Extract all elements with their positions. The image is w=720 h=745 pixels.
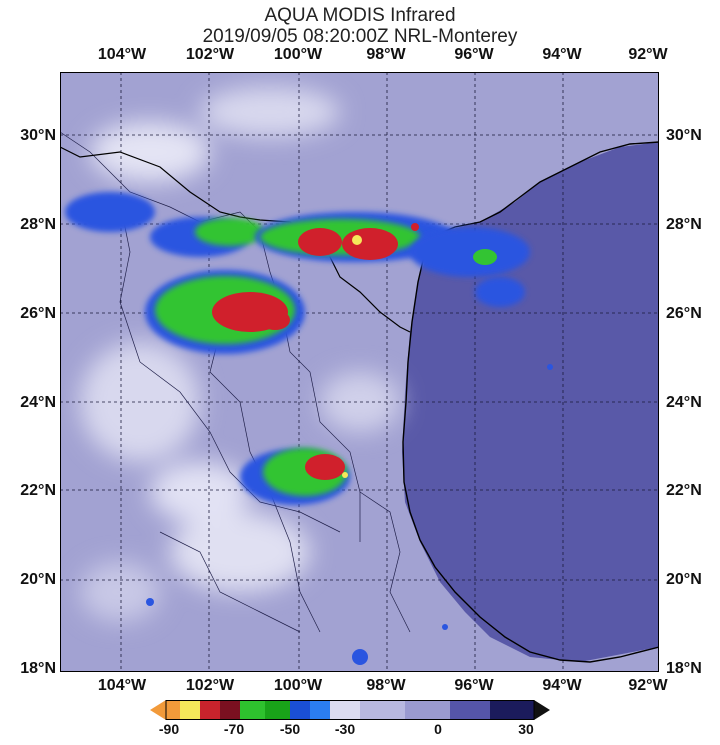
lat-label-right: 22°N: [666, 482, 702, 499]
lon-label-top: 104°W: [97, 46, 147, 63]
lat-label-right: 20°N: [666, 571, 702, 588]
lat-label-right: 18°N: [666, 660, 702, 677]
lon-label-top: 92°W: [628, 46, 668, 63]
colorbar-tick: -90: [158, 721, 180, 737]
map-subtitle: 2019/09/05 08:20:00Z NRL-Monterey: [202, 26, 518, 47]
lon-label-top: 94°W: [542, 46, 582, 63]
graticule: [60, 72, 659, 672]
gulf-coastline: [402, 141, 659, 663]
lat-label-left: 26°N: [20, 305, 56, 322]
lat-label-right: 26°N: [666, 305, 702, 322]
lon-label-bottom: 98°W: [366, 677, 406, 694]
map-title: AQUA MODIS Infrared: [264, 5, 456, 26]
small-convective-cells: [146, 364, 553, 665]
colorbar-tick: -50: [279, 721, 301, 737]
lon-label-top: 100°W: [273, 46, 323, 63]
lat-label-right: 24°N: [666, 394, 702, 411]
colorbar-tick: -30: [334, 721, 356, 737]
lon-label-bottom: 104°W: [97, 677, 147, 694]
lon-label-top: 96°W: [454, 46, 494, 63]
lat-label-left: 20°N: [20, 571, 56, 588]
lon-label-top: 98°W: [366, 46, 406, 63]
lon-label-top: 102°W: [185, 46, 235, 63]
storm-cluster-central: [145, 270, 305, 354]
storm-cluster-south: [240, 448, 350, 505]
lon-label-bottom: 92°W: [628, 677, 668, 694]
infrared-satellite-map: [60, 72, 659, 672]
lat-label-left: 30°N: [20, 127, 56, 144]
colorbar-tick: 0: [434, 721, 442, 737]
lat-label-left: 22°N: [20, 482, 56, 499]
lon-label-bottom: 94°W: [542, 677, 582, 694]
lon-label-bottom: 96°W: [454, 677, 494, 694]
lon-label-bottom: 100°W: [273, 677, 323, 694]
temperature-colorbar: [150, 700, 550, 720]
lat-label-right: 28°N: [666, 216, 702, 233]
storm-cluster-north: [65, 192, 530, 307]
lat-label-left: 28°N: [20, 216, 56, 233]
lat-label-left: 18°N: [20, 660, 56, 677]
colorbar-tick: -70: [223, 721, 245, 737]
us-mexico-border: [60, 146, 411, 333]
lat-label-right: 30°N: [666, 127, 702, 144]
lat-label-left: 24°N: [20, 394, 56, 411]
lon-label-bottom: 102°W: [185, 677, 235, 694]
colorbar-tick: 30: [518, 721, 534, 737]
